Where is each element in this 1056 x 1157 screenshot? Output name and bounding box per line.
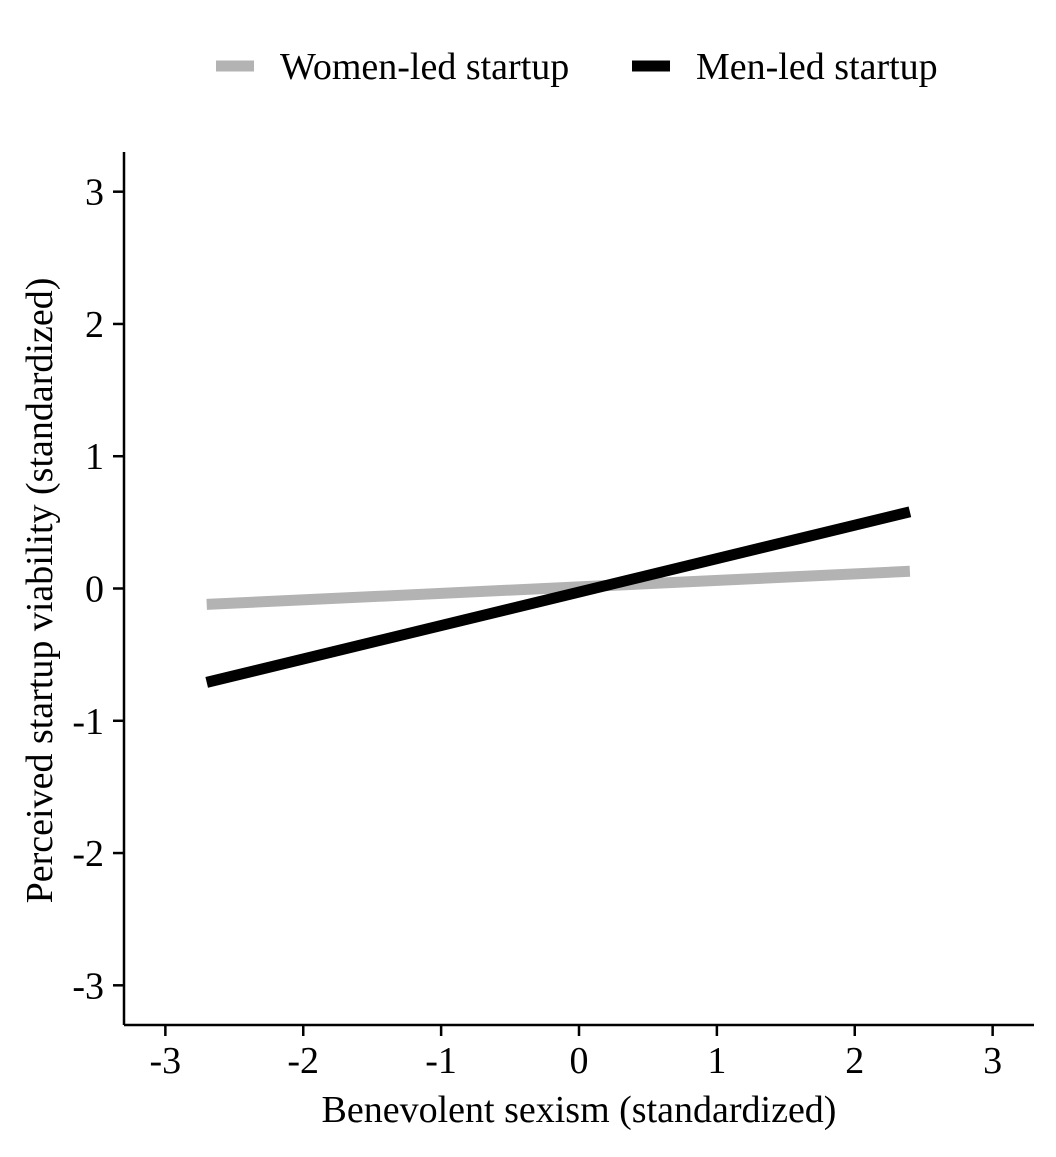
y-tick-label: 2 [85, 304, 104, 346]
x-tick-label: -2 [287, 1040, 319, 1082]
x-tick-label: 0 [570, 1040, 589, 1082]
x-tick-label: -1 [425, 1040, 457, 1082]
x-tick-label: 2 [845, 1040, 864, 1082]
y-ticks: -3 -2 -1 0 1 2 3 [72, 172, 124, 1007]
x-axis-title: Benevolent sexism (standardized) [322, 1089, 837, 1131]
x-tick-label: 1 [707, 1040, 726, 1082]
legend-label-women-led: Women-led startup [280, 46, 569, 88]
series-line-men-led [205, 506, 912, 688]
axes-layer: -3 -2 -1 0 1 2 3 -3 -2 -1 0 1 2 3 Benevolent sexism … [19, 152, 1034, 1131]
series-line-women-led [206, 565, 911, 610]
x-ticks: -3 -2 -1 0 1 2 3 [150, 1025, 1002, 1082]
y-tick-label: -2 [72, 833, 104, 875]
x-tick-label: 3 [983, 1040, 1002, 1082]
legend: Women-led startup Men-led startup [216, 46, 938, 88]
y-tick-label: 0 [85, 569, 104, 611]
y-tick-label: 1 [85, 436, 104, 478]
y-axis-title: Perceived startup viability (standardize… [19, 278, 61, 904]
y-tick-label: -3 [72, 965, 104, 1007]
x-tick-label: -3 [150, 1040, 182, 1082]
legend-label-men-led: Men-led startup [696, 46, 938, 88]
y-tick-label: 3 [85, 172, 104, 214]
series-layer [205, 506, 912, 688]
y-tick-label: -1 [72, 701, 104, 743]
